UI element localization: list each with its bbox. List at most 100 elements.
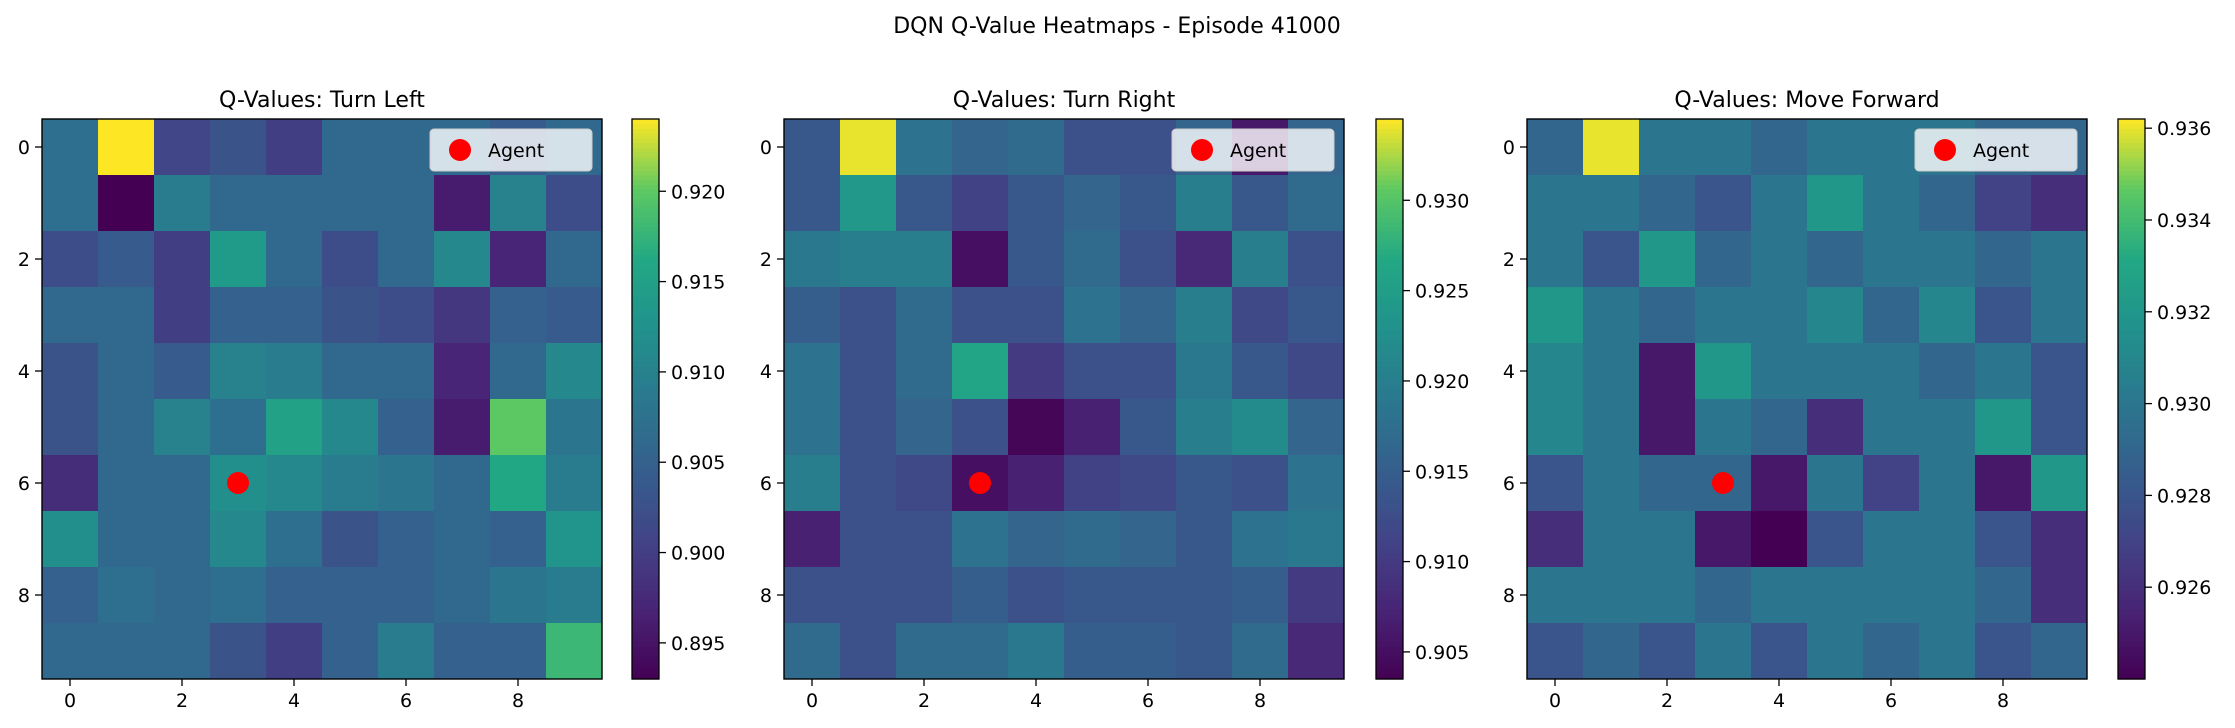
heatmap-cell <box>784 623 841 680</box>
heatmap-cell <box>952 511 1009 568</box>
colorbar-segment <box>1376 581 1403 587</box>
heatmap-cell <box>1527 175 1584 232</box>
heatmap-cell <box>266 455 323 512</box>
colorbar-segment <box>632 389 659 395</box>
colorbar-segment <box>632 529 659 535</box>
colorbar-segment <box>1376 655 1403 661</box>
colorbar-segment <box>2118 445 2145 451</box>
heatmap-cell <box>840 119 897 176</box>
figure-suptitle: DQN Q-Value Heatmaps - Episode 41000 <box>893 14 1341 39</box>
colorbar-segment <box>2118 375 2145 381</box>
colorbar-segment <box>2118 669 2145 675</box>
heatmap-cell <box>2031 231 2088 288</box>
colorbar-segment <box>1376 450 1403 456</box>
y-tick-label: 8 <box>1503 585 1515 607</box>
colorbar-segment <box>632 637 659 643</box>
colorbar-segment <box>632 417 659 423</box>
colorbar-segment <box>632 623 659 629</box>
colorbar-segment <box>2118 473 2145 479</box>
heatmap-cell <box>546 287 603 344</box>
heatmap-cell <box>1288 175 1345 232</box>
colorbar-segment <box>2118 413 2145 419</box>
colorbar-segment <box>2118 427 2145 433</box>
colorbar-segment <box>2118 151 2145 157</box>
legend-label: Agent <box>1973 140 2029 162</box>
colorbar-segment <box>2118 599 2145 605</box>
colorbar-segment <box>1376 669 1403 675</box>
colorbar-segment <box>632 431 659 437</box>
axes-frame <box>1526 118 2088 680</box>
colorbar-segment <box>632 156 659 162</box>
colorbar-segment <box>1376 627 1403 633</box>
colorbar-segment <box>632 245 659 251</box>
y-tick-label: 6 <box>760 473 772 495</box>
heatmap-cell <box>1975 343 2032 400</box>
heatmap-cell <box>896 455 953 512</box>
colorbar-segment <box>2118 301 2145 307</box>
heatmap-cell <box>434 567 491 624</box>
heatmap-cell <box>1639 511 1696 568</box>
heatmap-cell <box>1176 343 1233 400</box>
colorbar-segment <box>632 301 659 307</box>
heatmap-cell <box>1751 231 1808 288</box>
y-tick-label: 4 <box>18 361 30 383</box>
heatmap-cell <box>896 511 953 568</box>
colorbar-segment <box>2118 170 2145 176</box>
colorbar-segment <box>1376 347 1403 353</box>
heatmap-cell <box>952 567 1009 624</box>
colorbar-segment <box>632 291 659 297</box>
colorbar-segment <box>2118 590 2145 596</box>
colorbar-segment <box>2118 189 2145 195</box>
colorbar-segment <box>632 128 659 134</box>
colorbar-segment <box>2118 534 2145 540</box>
colorbar-segment <box>1376 637 1403 643</box>
colorbar-segment <box>632 352 659 358</box>
heatmap-cell <box>1695 343 1752 400</box>
colorbar-segment <box>1376 207 1403 213</box>
colorbar-segment <box>2118 156 2145 162</box>
heatmap-cell <box>840 231 897 288</box>
colorbar-segment <box>632 399 659 405</box>
heatmap-cell <box>1863 399 1920 456</box>
colorbar-segment <box>2118 217 2145 223</box>
colorbar-segment <box>1376 534 1403 540</box>
heatmap-cell <box>98 119 155 176</box>
x-tick-label: 0 <box>64 690 76 712</box>
heatmap-cell <box>154 623 211 680</box>
heatmap-cell <box>1583 343 1640 400</box>
colorbar-tick-label: 0.928 <box>2157 485 2211 507</box>
colorbar-segment <box>2118 403 2145 409</box>
colorbar-segment <box>1376 511 1403 517</box>
heatmap-cell <box>1583 455 1640 512</box>
heatmap-cell <box>98 175 155 232</box>
colorbar-segment <box>632 249 659 255</box>
heatmap-cell <box>952 175 1009 232</box>
heatmap-cell <box>1975 623 2032 680</box>
heatmap-cell <box>1288 287 1345 344</box>
colorbar-segment <box>632 632 659 638</box>
colorbar-segment <box>2118 557 2145 563</box>
colorbar-segment <box>2118 515 2145 521</box>
colorbar-segment <box>632 366 659 372</box>
colorbar-segment <box>1376 571 1403 577</box>
colorbar-segment <box>2118 632 2145 638</box>
colorbar-segment <box>632 590 659 596</box>
colorbar-segment <box>632 161 659 167</box>
heatmap-cell <box>1527 455 1584 512</box>
colorbar-segment <box>1376 651 1403 657</box>
heatmap-cell <box>490 511 547 568</box>
legend-marker <box>1934 139 1956 161</box>
heatmap-cell <box>1176 623 1233 680</box>
heatmap-cell <box>1288 399 1345 456</box>
colorbar-segment <box>632 371 659 377</box>
axes-frame <box>41 118 603 680</box>
colorbar-segment <box>632 525 659 531</box>
colorbar-segment <box>632 464 659 470</box>
colorbar-segment <box>2118 184 2145 190</box>
heatmap-cell <box>1975 399 2032 456</box>
heatmap-cell <box>1008 511 1065 568</box>
colorbar-tick-label: 0.915 <box>671 272 725 294</box>
x-tick-label: 4 <box>1030 690 1042 712</box>
colorbar-segment <box>2118 431 2145 437</box>
panel-title: Q-Values: Turn Left <box>219 88 425 113</box>
